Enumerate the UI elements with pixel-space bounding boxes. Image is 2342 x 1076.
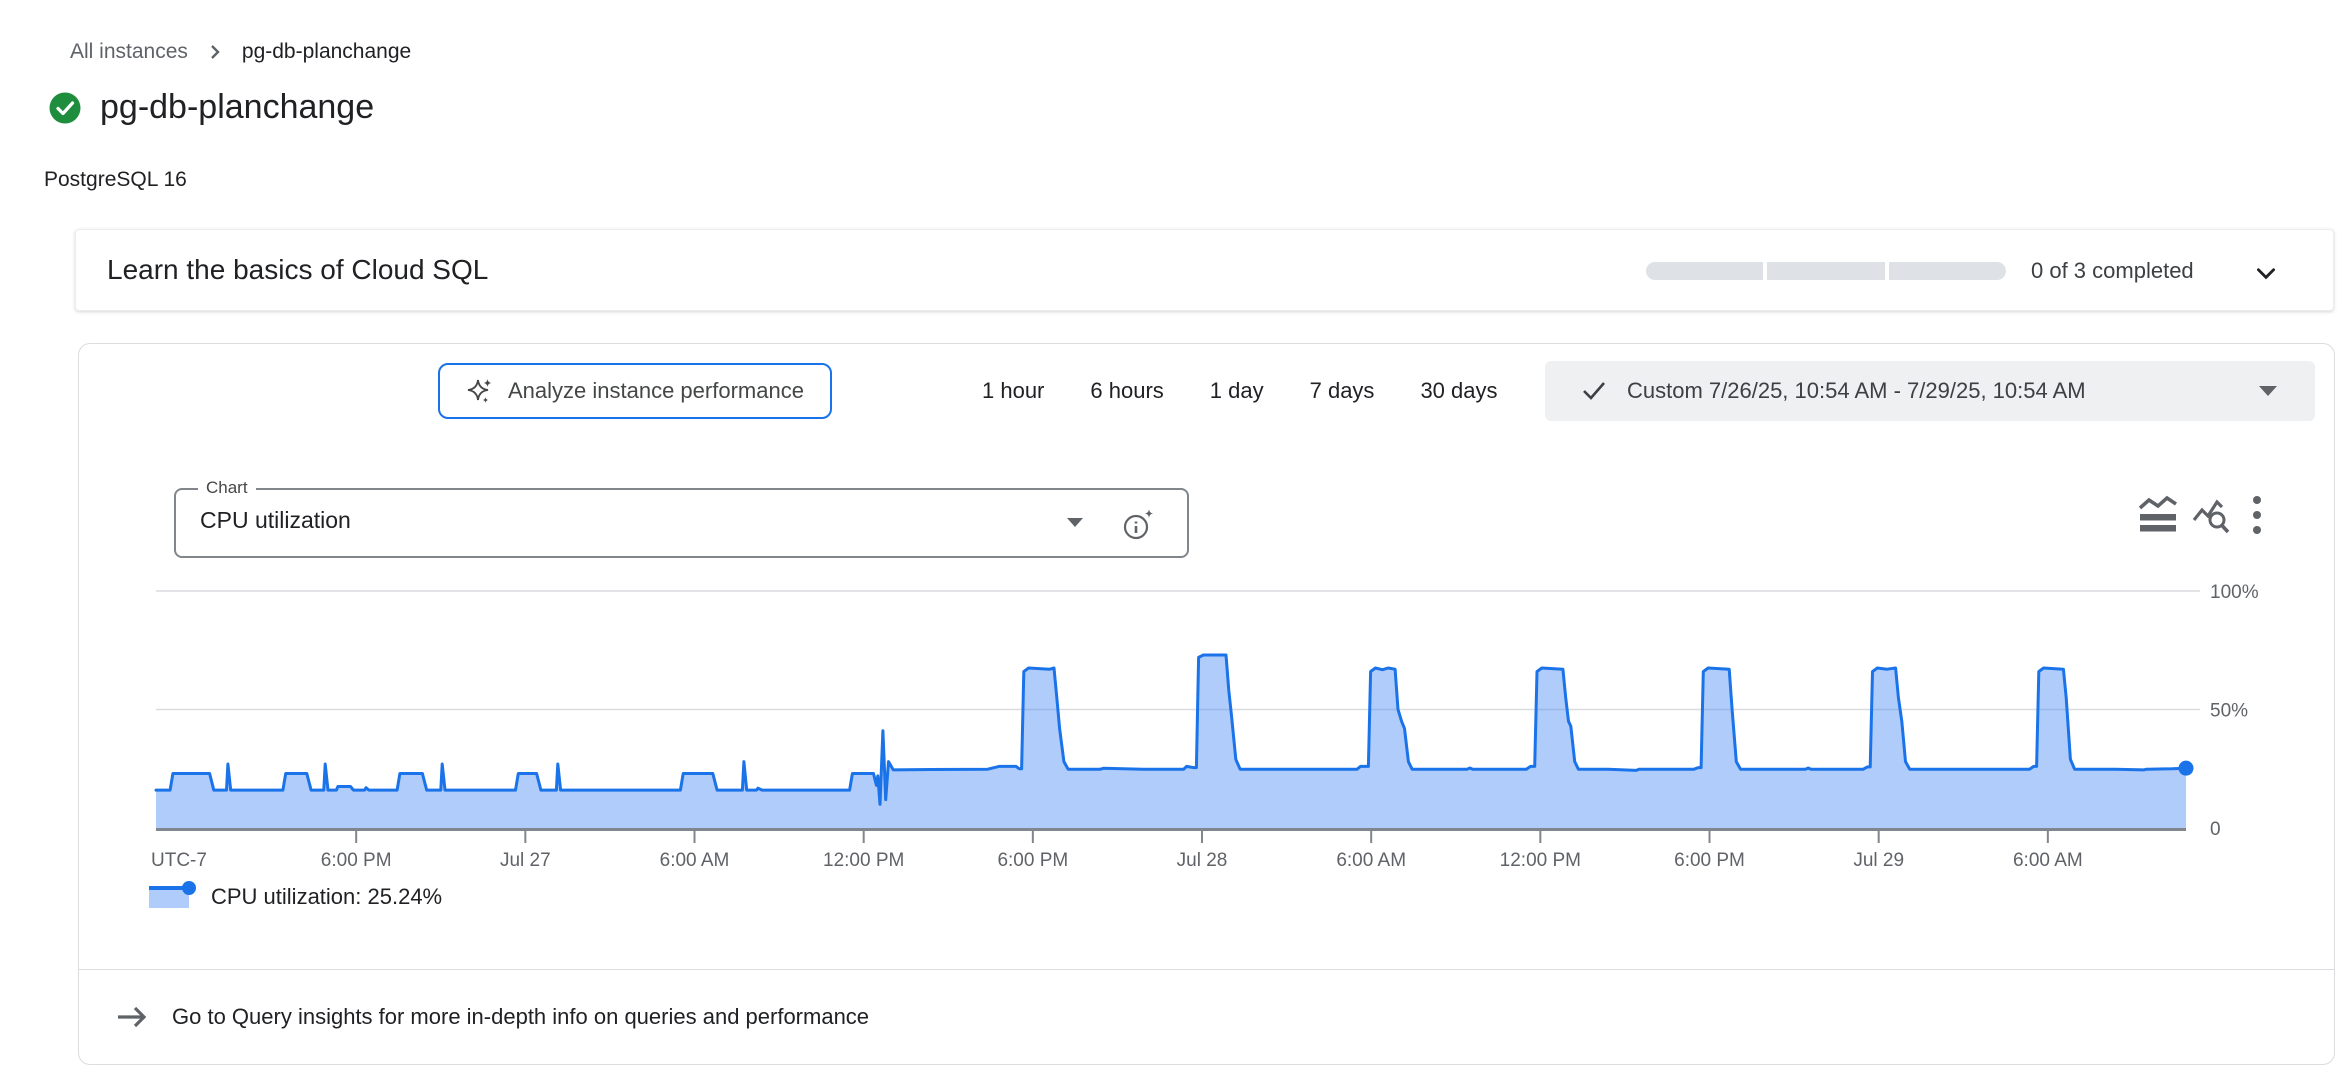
current-value-dot (2178, 760, 2194, 776)
series-line (154, 653, 2188, 806)
status-check-circle-icon (49, 92, 81, 123)
custom-range-label: Custom 7/26/25, 10:54 AM - 7/29/25, 10:5… (1627, 378, 2086, 403)
x-axis-label: 12:00 PM (1500, 850, 1581, 871)
x-axis-label: 6:00 AM (660, 850, 730, 871)
more-options-icon[interactable] (2251, 494, 2263, 536)
y-axis-label: 100% (2210, 582, 2259, 603)
legend-label: CPU utilization: 25.24% (211, 884, 443, 909)
dropdown-arrow-icon (2259, 386, 2277, 396)
area-chart-mode-icon[interactable] (2137, 494, 2179, 534)
instance-title-row: pg-db-planchange (48, 88, 374, 127)
y-axis-label: 50% (2210, 701, 2248, 722)
card-divider (79, 969, 2334, 970)
learn-basics-card: Learn the basics of Cloud SQL 0 of 3 com… (75, 229, 2334, 311)
cpu-utilization-chart: 100% 50% 0 6:00 PM Jul 27 6:00 AM 12:00 PM 6:00… (151, 582, 2259, 871)
page-title: pg-db-planchange (100, 88, 375, 126)
series-area (156, 655, 2186, 828)
progress-segment (1888, 262, 2006, 280)
time-range-1-hour[interactable]: 1 hour (959, 378, 1067, 404)
breadcrumb-current: pg-db-planchange (241, 40, 412, 63)
progress-segment (1646, 262, 1764, 280)
chart-select-label: Chart (198, 478, 256, 498)
check-icon (1583, 382, 1605, 400)
x-axis-label: 6:00 AM (2013, 850, 2083, 871)
chart-info-sparkle-icon[interactable] (1119, 505, 1159, 545)
breadcrumb-link-all-instances[interactable]: All instances (70, 40, 188, 63)
breadcrumb-chevron-icon (211, 45, 220, 59)
chart-legend: CPU utilization: 25.24% (149, 881, 443, 910)
custom-time-range-button[interactable]: Custom 7/26/25, 10:54 AM - 7/29/25, 10:5… (1545, 361, 2315, 421)
progress-segment (1767, 262, 1885, 280)
gemini-sparkle-icon (467, 379, 492, 403)
x-axis-label: 6:00 PM (321, 850, 392, 871)
x-axis-label: Jul 27 (500, 850, 551, 871)
arrow-right-icon (118, 1006, 147, 1028)
timezone-label: UTC-7 (151, 850, 207, 871)
time-range-1-day[interactable]: 1 day (1187, 378, 1287, 404)
chart-select[interactable]: Chart CPU utilization (174, 478, 1189, 558)
chart-select-value: CPU utilization (200, 507, 351, 533)
series-swatch-icon (149, 881, 196, 908)
explore-in-metrics-icon[interactable] (2191, 496, 2233, 536)
x-axis-label: 6:00 PM (997, 850, 1068, 871)
monitoring-chart-card: Analyze instance performance 1 hour 6 hou… (78, 343, 2335, 1065)
breadcrumb: All instances pg-db-planchange (70, 40, 411, 64)
query-insights-link[interactable]: Go to Query insights for more in-depth i… (79, 970, 2334, 1064)
x-axis-label: 12:00 PM (823, 850, 904, 871)
instance-version: PostgreSQL 16 (44, 168, 187, 191)
dropdown-arrow-icon (1067, 518, 1083, 527)
x-axis-label: Jul 29 (1853, 850, 1904, 871)
expand-chevron-down-icon[interactable] (2253, 260, 2279, 286)
time-range-30-days[interactable]: 30 days (1397, 378, 1520, 404)
analyze-button-label: Analyze instance performance (508, 378, 804, 403)
time-range-6-hours[interactable]: 6 hours (1067, 378, 1186, 404)
analyze-instance-performance-button[interactable]: Analyze instance performance (438, 363, 832, 419)
query-insights-label: Go to Query insights for more in-depth i… (172, 1004, 870, 1029)
x-axis-label: Jul 28 (1177, 850, 1228, 871)
x-axis-label: 6:00 PM (1674, 850, 1745, 871)
learn-basics-title: Learn the basics of Cloud SQL (107, 254, 489, 285)
x-axis-label: 6:00 AM (1336, 850, 1406, 871)
time-range-options: 1 hour 6 hours 1 day 7 days 30 days (959, 363, 1521, 419)
time-range-7-days[interactable]: 7 days (1287, 378, 1398, 404)
progress-label: 0 of 3 completed (2031, 258, 2194, 283)
progress-bar (1646, 262, 2006, 280)
y-axis-label: 0 (2210, 819, 2221, 840)
